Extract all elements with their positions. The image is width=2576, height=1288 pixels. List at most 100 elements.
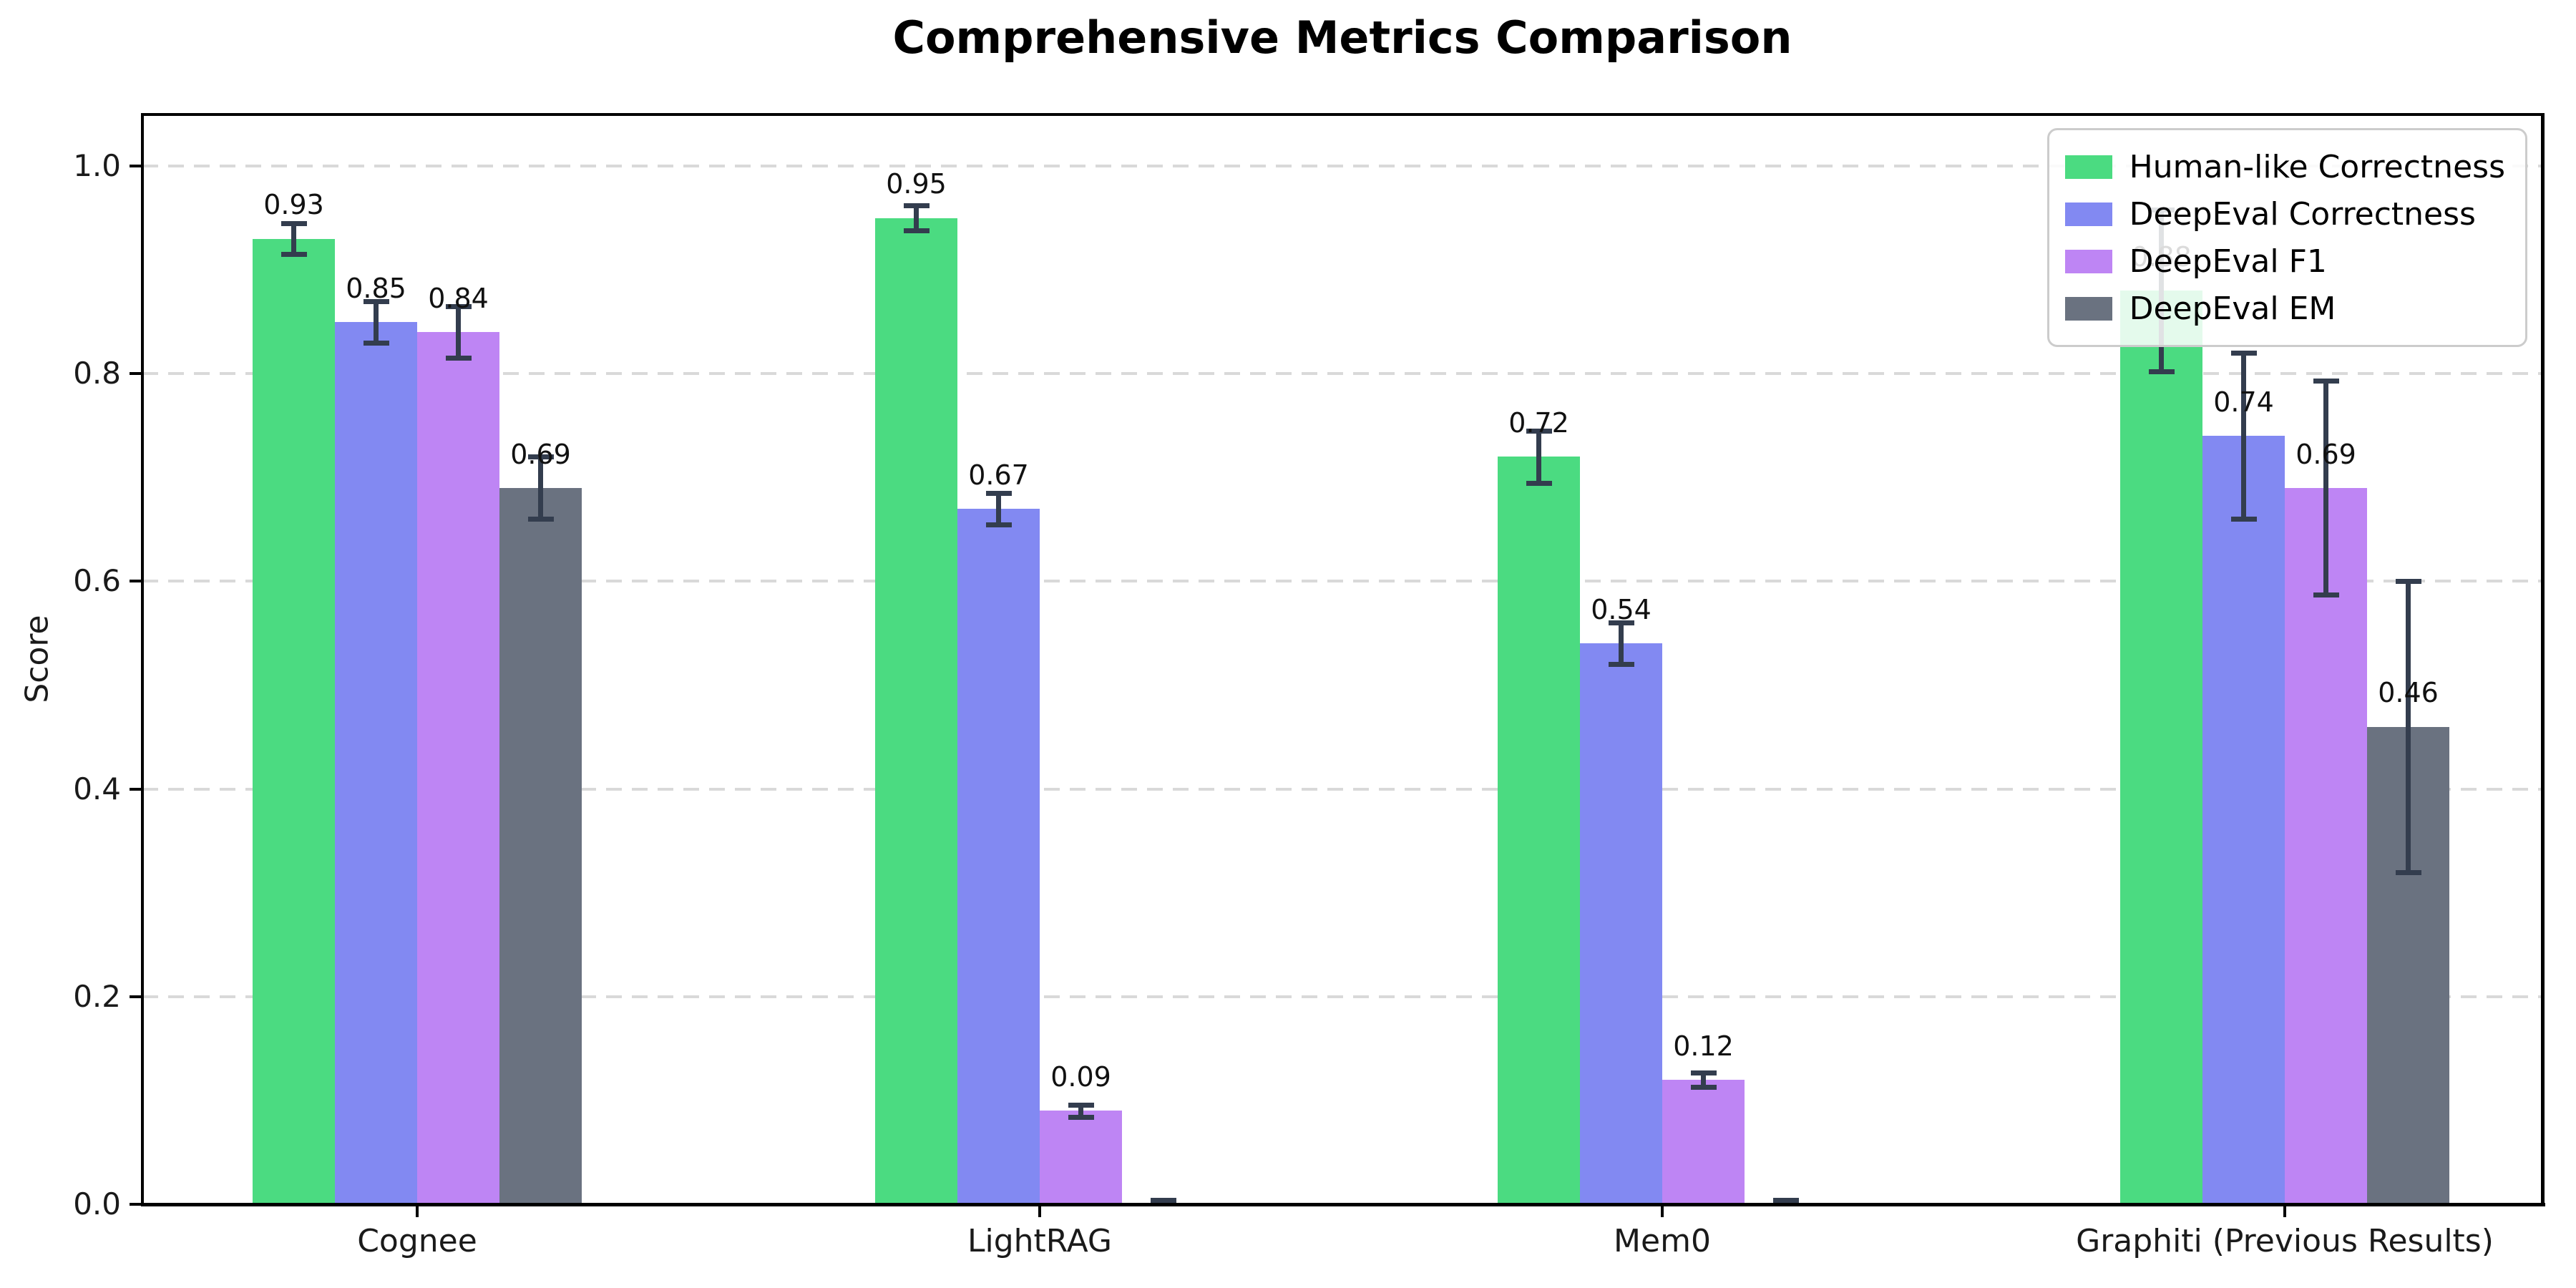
- error-bar-cap-bottom: [2313, 592, 2339, 598]
- error-bar: [1701, 1072, 1706, 1088]
- y-tick-mark: [130, 580, 142, 583]
- error-bar: [456, 306, 461, 358]
- error-bar: [914, 205, 919, 230]
- bar-value-label: 0.09: [1050, 1061, 1111, 1093]
- error-bar-cap-top: [2313, 379, 2339, 384]
- y-tick-label: 1.0: [73, 148, 121, 183]
- error-bar-cap-top: [1068, 1102, 1094, 1108]
- error-bar-cap-bottom: [1608, 662, 1634, 668]
- error-bar-cap-bottom: [1068, 1115, 1094, 1121]
- x-category-label: Cognee: [357, 1223, 477, 1259]
- legend: Human-like Correctness DeepEval Correctne…: [2046, 128, 2527, 347]
- error-bar-cap-top: [2395, 579, 2421, 585]
- legend-item-deepeval-em: DeepEval EM: [2064, 285, 2505, 332]
- y-tick-mark: [130, 372, 142, 376]
- error-bar: [1078, 1104, 1083, 1118]
- y-tick-label: 0.0: [73, 1186, 121, 1221]
- error-bar-cap-bottom: [2148, 369, 2175, 375]
- legend-label: DeepEval EM: [2129, 290, 2336, 327]
- error-bar-cap-bottom: [280, 252, 307, 258]
- error-bar-cap-top: [1526, 429, 1552, 434]
- x-tick-mark: [1661, 1204, 1664, 1217]
- error-bar-cap-top: [280, 220, 307, 226]
- x-category-label: Mem0: [1614, 1223, 1711, 1259]
- y-tick-label: 0.6: [73, 563, 121, 599]
- error-bar-cap-top: [2230, 351, 2257, 356]
- x-tick-mark: [2283, 1204, 2286, 1217]
- error-bar-cap-bottom: [2230, 517, 2257, 522]
- bar-deepeval-em-0: [499, 487, 582, 1204]
- bar-deepeval-f1-3: [2285, 487, 2367, 1204]
- error-bar: [1619, 623, 1624, 665]
- x-category-label: Graphiti (Previous Results): [2076, 1223, 2494, 1259]
- legend-swatch-icon: [2064, 249, 2112, 273]
- error-bar-cap-top: [363, 298, 389, 304]
- legend-label: DeepEval F1: [2129, 243, 2327, 280]
- bar-value-label: 0.67: [968, 459, 1029, 491]
- bar-deepeval-f1-1: [1040, 1111, 1122, 1204]
- y-tick-mark: [130, 1203, 142, 1206]
- top-spine: [141, 113, 2544, 116]
- bar-value-label: 0.85: [346, 272, 406, 304]
- bar-value-label: 0.46: [2378, 677, 2439, 709]
- gridline-0.8: [142, 372, 2542, 376]
- bar-deepeval-f1-0: [417, 332, 499, 1204]
- y-tick-mark: [130, 787, 142, 791]
- bar-value-label: 0.95: [886, 168, 947, 200]
- bar-value-label: 0.93: [263, 189, 324, 221]
- legend-label: Human-like Correctness: [2129, 148, 2505, 185]
- y-tick-mark: [130, 995, 142, 998]
- error-bar-cap-bottom: [445, 356, 472, 361]
- x-category-label: LightRAG: [967, 1223, 1113, 1259]
- legend-swatch-icon: [2064, 296, 2112, 321]
- error-bar: [2323, 381, 2328, 595]
- legend-swatch-icon: [2064, 155, 2112, 179]
- bar-deepeval-correctness-3: [2202, 436, 2285, 1204]
- error-bar-cap-top: [1690, 1070, 1717, 1075]
- gridline-0.2: [142, 995, 2542, 998]
- bar-value-label: 0.72: [1508, 407, 1569, 439]
- bar-human-like-correctness-1: [875, 218, 957, 1204]
- chart-title: Comprehensive Metrics Comparison: [892, 11, 1792, 64]
- bar-value-label: 0.74: [2213, 386, 2274, 419]
- error-bar-cap-bottom: [985, 522, 1012, 527]
- bar-value-label: 0.84: [428, 283, 489, 315]
- gridline-0.6: [142, 580, 2542, 583]
- legend-label: DeepEval Correctness: [2129, 195, 2476, 233]
- error-bar-cap-top: [903, 203, 930, 209]
- error-bar-cap-bottom: [527, 517, 554, 522]
- bar-deepeval-f1-2: [1662, 1079, 1745, 1204]
- bar-value-label: 0.12: [1673, 1030, 1734, 1062]
- legend-item-deepeval-f1: DeepEval F1: [2064, 238, 2505, 285]
- error-bar-cap-bottom: [903, 228, 930, 233]
- legend-swatch-icon: [2064, 202, 2112, 226]
- error-bar-cap-top: [1608, 620, 1634, 626]
- x-tick-mark: [416, 1204, 419, 1217]
- error-bar: [1536, 431, 1541, 483]
- y-tick-label: 0.2: [73, 978, 121, 1014]
- error-bar-cap-bottom: [363, 340, 389, 346]
- bar-human-like-correctness-0: [253, 238, 335, 1204]
- bar-value-label: 0.69: [510, 438, 571, 470]
- bar-human-like-correctness-3: [2120, 291, 2202, 1204]
- bar-value-label: 0.69: [2296, 438, 2356, 470]
- gridline-0.4: [142, 787, 2542, 791]
- legend-item-human-like-correctness: Human-like Correctness: [2064, 143, 2505, 190]
- y-axis-label: Score: [19, 615, 56, 703]
- legend-item-deepeval-correctness: DeepEval Correctness: [2064, 190, 2505, 238]
- y-tick-mark: [130, 165, 142, 167]
- error-bar-cap-top: [445, 303, 472, 309]
- error-bar: [538, 457, 543, 519]
- error-bar: [2406, 581, 2411, 872]
- y-axis-line: [141, 114, 144, 1206]
- error-bar: [374, 301, 379, 343]
- error-bar: [2241, 353, 2246, 519]
- bar-deepeval-correctness-1: [957, 508, 1040, 1204]
- gridline-1.0: [142, 165, 2542, 167]
- error-bar-cap-top: [1772, 1198, 1799, 1204]
- error-bar-cap-top: [985, 491, 1012, 497]
- bar-value-label: 0.54: [1591, 594, 1652, 626]
- y-tick-label: 0.8: [73, 356, 121, 391]
- error-bar-cap-bottom: [1690, 1085, 1717, 1091]
- error-bar: [291, 223, 296, 255]
